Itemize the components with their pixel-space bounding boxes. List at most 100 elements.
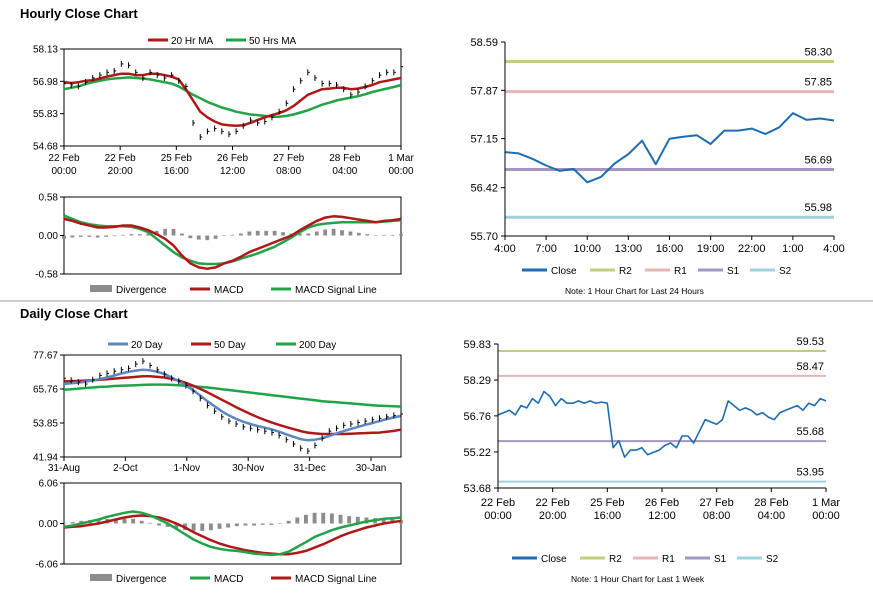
daily-200-day-line <box>63 383 402 408</box>
legend-50hrs-ma: 50 Hrs MA <box>249 36 297 47</box>
hourly-macd-ytick-label: 0.00 <box>39 231 59 242</box>
daily-price-xtick-label: 2-Oct <box>113 463 138 474</box>
daily-divergence-bar <box>252 523 257 526</box>
legend-s1-24h: S1 <box>727 266 740 277</box>
hourly-divergence-bar <box>390 234 395 236</box>
hourly-macd-line <box>63 215 402 270</box>
hourlyweek-xtick-label: 1 Mar 00:00 <box>812 497 840 522</box>
daily-50-day-line <box>64 375 402 436</box>
hourly24-ytick-label: 56.42 <box>470 183 498 195</box>
daily-price-ytick-label: 53.85 <box>33 419 58 430</box>
daily-divergence-bar <box>217 523 222 529</box>
hourly-divergence-bar <box>239 233 243 236</box>
legend-swatch-divergence-daily <box>90 574 112 581</box>
hourly-divergence-bar <box>399 234 403 236</box>
hourly24-xtick-label: 4:00 <box>494 243 515 255</box>
daily-divergence-bar <box>243 523 248 526</box>
daily-divergence-bar <box>208 523 213 531</box>
daily-divergence-bar <box>165 523 170 527</box>
legend-macd-daily: MACD <box>214 574 243 585</box>
hourly-divergence-bar <box>298 233 302 236</box>
daily-divergence-bar <box>131 518 136 524</box>
hourly24-xtick-label: 10:00 <box>573 243 601 255</box>
hourly24-ytick-label: 57.15 <box>470 134 498 146</box>
daily-price-xtick-label: 30-Nov <box>232 463 264 474</box>
note-24h: Note: 1 Hour Chart for Last 24 Hours <box>565 286 704 296</box>
hourly-price-ytick-label: 58.13 <box>33 45 58 56</box>
daily-divergence-bar <box>321 512 326 524</box>
hourly-price-xtick-label: 27 Feb 08:00 <box>273 153 305 177</box>
legend-r2-week: R2 <box>609 554 622 565</box>
hourly-divergence-bar <box>137 234 142 236</box>
hourly-divergence-bar <box>373 235 378 236</box>
hourlyweek-xtick-label: 22 Feb 00:00 <box>481 497 515 522</box>
daily-divergence-bar <box>329 513 334 524</box>
hourly24-xtick-label: 16:00 <box>656 243 684 255</box>
hourly-divergence-bar <box>365 234 370 236</box>
hourly-price-ytick-label: 56.98 <box>33 77 58 88</box>
daily-macd-ytick-label: 0.00 <box>39 519 59 530</box>
hourlyweek-level-label-r2: 59.53 <box>796 336 824 348</box>
hourly-divergence-bar <box>314 231 319 236</box>
hourly-50hr-ma-line <box>63 76 402 119</box>
hourly24-level-label-r1: 57.85 <box>804 77 832 89</box>
daily-divergence-bar <box>139 520 144 524</box>
hourlyweek-xtick-label: 25 Feb 16:00 <box>590 497 624 522</box>
daily-divergence-bar <box>355 516 360 524</box>
hourly-divergence-bar <box>70 235 75 238</box>
legend-r1-24h: R1 <box>674 266 687 277</box>
hourlyweek-ytick-label: 55.22 <box>463 447 491 459</box>
hourly-price-xtick-label: 22 Feb 00:00 <box>48 153 80 177</box>
hourly-divergence-bar <box>171 228 176 236</box>
legend-macd: MACD <box>214 285 243 296</box>
daily-price-legend: 20 Day 50 Day 200 Day <box>108 340 336 351</box>
legend-20hr-ma: 20 Hr MA <box>171 36 214 47</box>
hourly-20hr-ma-line <box>63 72 402 128</box>
daily-divergence-bar <box>338 514 343 524</box>
daily-divergence-bar <box>96 519 101 524</box>
hourlyweek-close-line <box>497 390 827 458</box>
hourlyweek-ytick-label: 58.29 <box>463 375 491 387</box>
daily-divergence-bar <box>278 523 282 524</box>
hourly-price-ytick-label: 55.83 <box>33 109 58 120</box>
hourly-divergence-bar <box>104 235 109 237</box>
hourly-week-legend: Close R2 R1 S1 S2 Note: 1 Hour Chart for… <box>512 554 779 584</box>
hourlyweek-xtick-label: 22 Feb 20:00 <box>536 497 570 522</box>
hourlyweek-xtick-label: 27 Feb 08:00 <box>700 497 734 522</box>
daily-macd-line <box>63 510 402 557</box>
daily-divergence-bar <box>312 512 317 524</box>
daily-divergence-bar <box>286 520 291 524</box>
daily-divergence-bar <box>70 522 75 524</box>
hourly-divergence-bar <box>163 228 167 236</box>
hourly-price-xtick-label: 26 Feb 12:00 <box>217 153 249 177</box>
hourly-macd-legend: Divergence MACD MACD Signal Line <box>90 285 377 296</box>
note-week: Note: 1 Hour Chart for Last 1 Week <box>571 574 705 584</box>
legend-close-week: Close <box>541 554 567 565</box>
daily-divergence-bar <box>304 514 308 524</box>
hourly-divergence-bar <box>112 235 117 237</box>
daily-macd-ytick-label: -6.06 <box>35 560 58 571</box>
hourly-divergence-bar <box>306 233 311 236</box>
hourly-divergence-bar <box>62 235 66 239</box>
hourly-section-title: Hourly Close Chart <box>20 6 138 21</box>
daily-divergence-bar <box>79 520 84 524</box>
legend-50-day: 50 Day <box>214 340 246 351</box>
hourly-divergence-bar <box>340 230 344 236</box>
hourly24-level-label-r2: 58.30 <box>804 46 832 58</box>
hourly-divergence-bar <box>188 235 193 239</box>
legend-divergence-daily: Divergence <box>116 574 167 585</box>
daily-section-title: Daily Close Chart <box>20 306 128 321</box>
hourly-divergence-bar <box>272 230 277 236</box>
hourly-divergence-bar <box>281 232 285 236</box>
hourly-divergence-bar <box>222 235 226 236</box>
legend-20-day: 20 Day <box>131 340 163 351</box>
daily-price-xtick-label: 31-Aug <box>48 463 80 474</box>
legend-s2-week: S2 <box>766 554 779 565</box>
daily-price-ytick-label: 65.76 <box>33 385 58 396</box>
hourly24-level-label-s1: 56.69 <box>804 155 832 167</box>
hourly-divergence-bar <box>382 234 387 236</box>
hourly24-level-label-s2: 55.98 <box>804 202 832 214</box>
hourly-divergence-bar <box>348 231 353 236</box>
daily-divergence-bar <box>174 523 179 529</box>
